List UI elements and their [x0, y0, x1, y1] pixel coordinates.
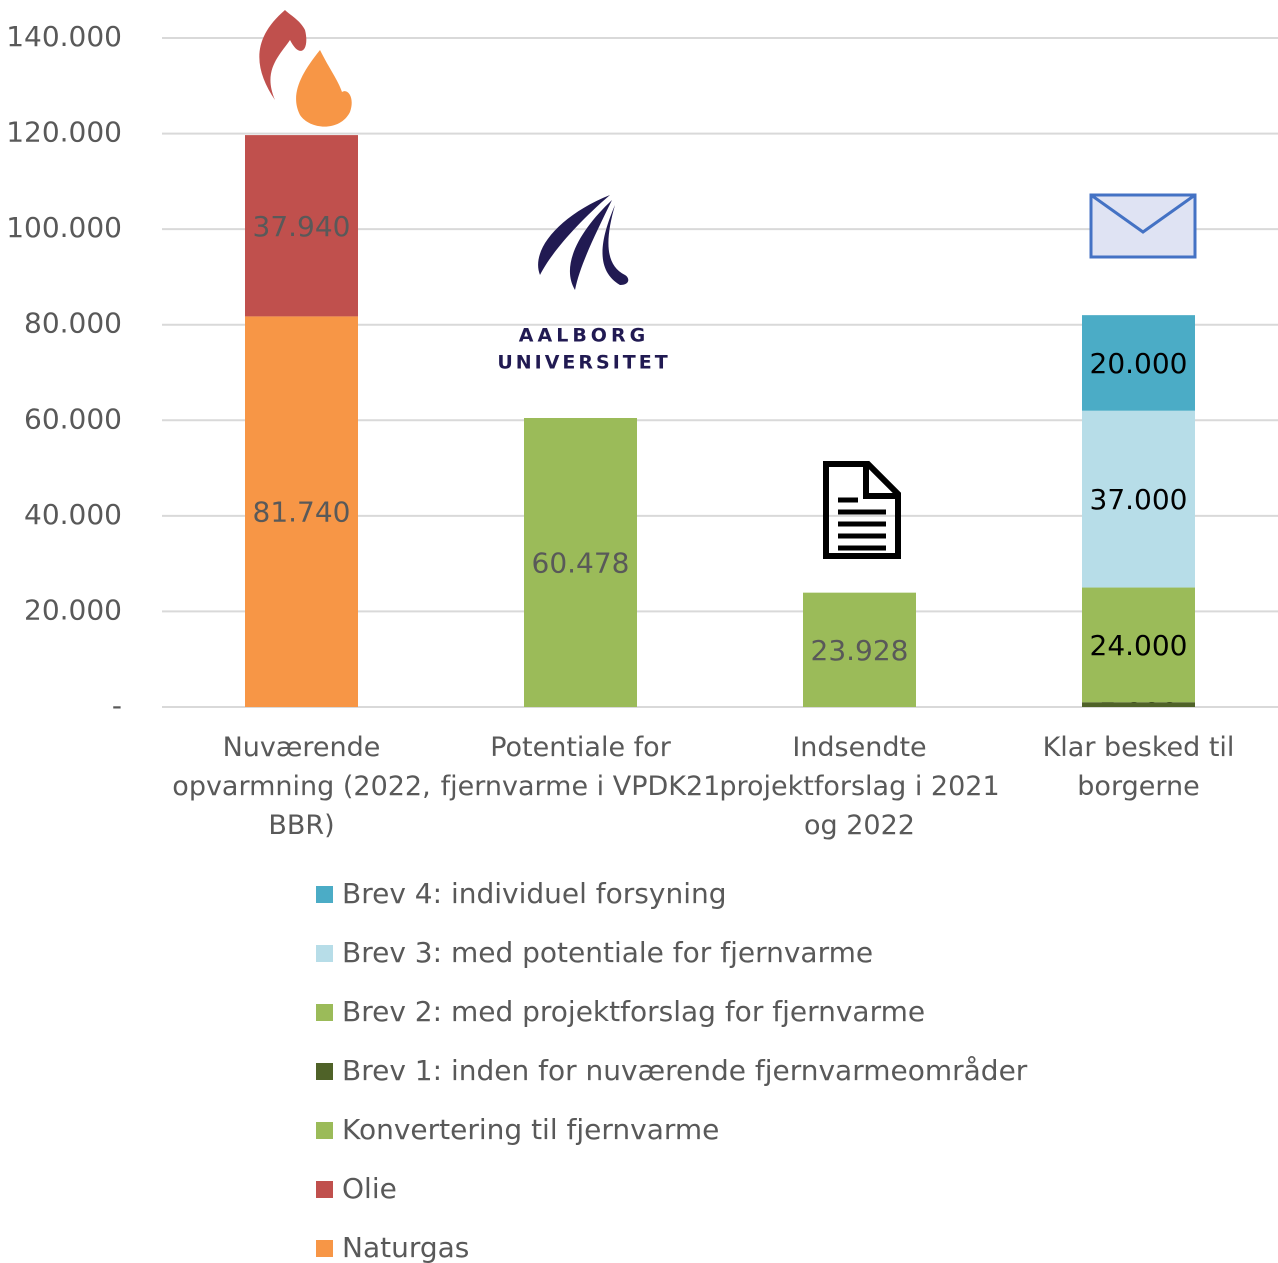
data-label: 37.940 — [253, 210, 351, 243]
legend-label: Olie — [342, 1172, 397, 1205]
legend-swatch — [316, 886, 333, 903]
legend-swatch — [316, 1063, 333, 1080]
legend-swatch — [316, 945, 333, 962]
legend-label: Brev 3: med potentiale for fjernvarme — [342, 936, 873, 969]
y-tick-label: 20.000 — [24, 593, 122, 626]
y-tick-label: 120.000 — [6, 116, 122, 149]
y-tick-label: 60.000 — [24, 402, 122, 435]
data-label: 23.928 — [811, 634, 909, 667]
y-tick-label: 100.000 — [6, 211, 122, 244]
bar-segment — [1082, 587, 1195, 703]
legend-label: Brev 1: inden for nuværende fjernvarmeom… — [342, 1054, 1028, 1087]
data-label: 81.740 — [253, 496, 351, 529]
legend-swatch — [316, 1181, 333, 1198]
bar-segment — [1082, 410, 1195, 588]
university-logo: AALBORG UNIVERSITET — [497, 195, 670, 374]
bar-segment — [1082, 702, 1195, 707]
y-tick-label: 80.000 — [24, 307, 122, 340]
legend-item: Brev 2: med projektforslag for fjernvarm… — [316, 995, 925, 1028]
legend-item: Brev 3: med potentiale for fjernvarme — [316, 936, 873, 969]
bars: 81.74037.94060.47823.9281.00024.00037.00… — [245, 135, 1195, 709]
x-tick-label: Indsendte projektforslag i 2021 og 2022 — [719, 732, 1000, 841]
legend-swatch — [316, 1122, 333, 1139]
legend-item: Naturgas — [316, 1231, 469, 1263]
data-label: 20.000 — [1090, 347, 1188, 380]
legend-item: Olie — [316, 1172, 397, 1205]
y-tick-label: - — [112, 689, 122, 722]
data-label: 24.000 — [1090, 629, 1188, 662]
x-tick-label: Potentiale for fjernvarme i VPDK21 — [440, 732, 721, 802]
data-label: 60.478 — [532, 547, 630, 580]
legend-swatch — [316, 1240, 333, 1257]
bar-segment — [524, 418, 637, 707]
data-label: 37.000 — [1090, 483, 1188, 516]
x-tick-label: Nuværende opvarmning (2022, BBR) — [172, 732, 431, 841]
legend-label: Naturgas — [342, 1231, 469, 1263]
bar-segment — [245, 135, 358, 317]
flame-icon — [259, 10, 352, 127]
legend-label: Brev 2: med projektforslag for fjernvarm… — [342, 995, 925, 1028]
logo-text: AALBORG — [519, 325, 649, 347]
logo-text: UNIVERSITET — [497, 352, 670, 374]
y-tick-label: 40.000 — [24, 498, 122, 531]
envelope-icon — [1089, 193, 1197, 259]
bar-segment — [245, 316, 358, 707]
document-icon — [823, 461, 901, 559]
legend-item: Konvertering til fjernvarme — [316, 1113, 719, 1146]
x-tick-label: Klar besked til borgerne — [1042, 732, 1235, 802]
y-tick-label: 140.000 — [6, 20, 122, 53]
bar-segment — [803, 592, 916, 707]
legend-item: Brev 1: inden for nuværende fjernvarmeom… — [316, 1054, 1028, 1087]
legend-item: Brev 4: individuel forsyning — [316, 877, 727, 910]
legend-label: Brev 4: individuel forsyning — [342, 877, 727, 910]
legend-label: Konvertering til fjernvarme — [342, 1113, 719, 1146]
bar-segment — [1082, 315, 1195, 411]
legend-swatch — [316, 1004, 333, 1021]
